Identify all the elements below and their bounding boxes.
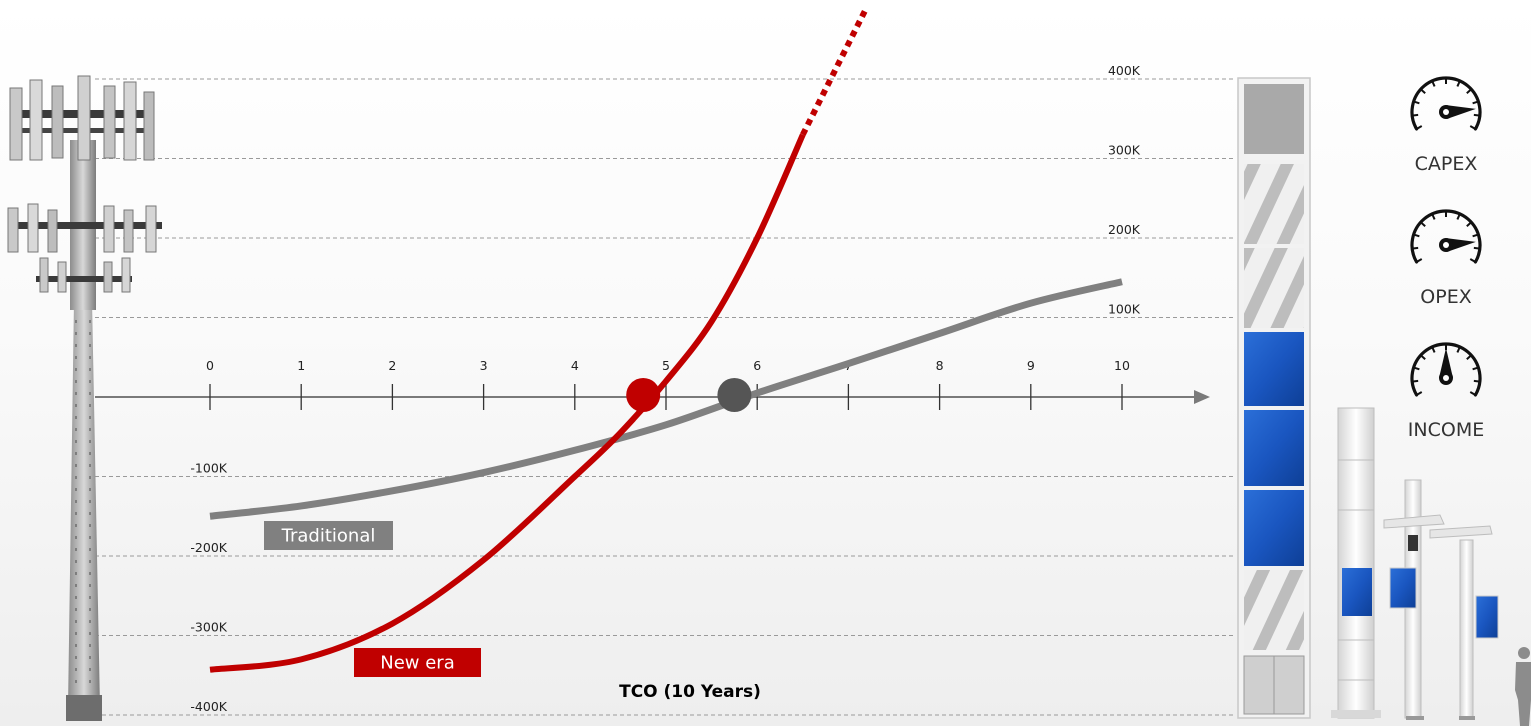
traditional-label-box (264, 521, 393, 550)
gauge-tick (1473, 379, 1479, 383)
gauges: CAPEX OPEX INCOME (1408, 76, 1484, 441)
new-era-line (209, 133, 806, 673)
speedometer-high-icon: OPEX (1410, 209, 1482, 308)
smart-streetlight-icon (1383, 479, 1499, 720)
speedometer-high-icon: CAPEX (1410, 76, 1482, 175)
gauge-tick (1466, 222, 1472, 228)
gauge-arc (1410, 342, 1482, 397)
traditional-line (209, 278, 1123, 520)
gauge-tick (1469, 391, 1476, 396)
gauge-tick (1469, 258, 1476, 263)
x-tick-label: 4 (571, 358, 579, 373)
gauge-tick (1473, 113, 1479, 117)
x-tick-label: 10 (1114, 358, 1130, 373)
new-era-label-box (354, 648, 481, 677)
y-tick-label: -300K (190, 620, 227, 635)
gauge-tick (1472, 366, 1478, 371)
gauge-tick (1431, 81, 1436, 87)
gauge-tick (1456, 347, 1461, 353)
cell-tower-icon (7, 75, 162, 721)
x-tick-label: 8 (936, 358, 944, 373)
gauge-tick (1414, 233, 1420, 238)
gauge-needle (1445, 238, 1476, 252)
x-axis-arrow (1194, 390, 1210, 404)
person-silhouette-icon (1515, 647, 1531, 726)
gauge-tick (1472, 100, 1478, 105)
series-labels: Traditional New era (264, 521, 481, 677)
gauge-tick (1420, 89, 1426, 95)
y-tick-label: -400K (190, 699, 227, 714)
gauge-tick (1414, 366, 1420, 371)
gauge-arc (1410, 76, 1482, 131)
gauge-tick (1416, 258, 1423, 263)
gauge-label: CAPEX (1415, 153, 1478, 175)
y-tick-label: 100K (1108, 302, 1141, 317)
new-era-projection (800, 6, 870, 136)
gauge-tick (1469, 125, 1476, 130)
gauge-tick (1414, 100, 1420, 105)
grid-lines (95, 78, 1235, 716)
chart-title: TCO (10 Years) (619, 682, 761, 702)
gauge-hub-center (1443, 375, 1449, 381)
gauge-hub-center (1443, 109, 1449, 115)
x-tick-label: 6 (753, 358, 761, 373)
gauge-tick (1456, 81, 1461, 87)
gauge-arc (1410, 209, 1482, 264)
traditional-break-even-marker (717, 378, 752, 412)
speedometer-medium-icon: INCOME (1408, 342, 1484, 441)
break-even-markers (626, 378, 752, 412)
series-lines (209, 6, 1123, 673)
new-era-label: New era (380, 653, 455, 674)
gauge-tick (1413, 379, 1419, 383)
y-axis-labels: 400K 300K 200K 100K -100K -200K -300K -400K (190, 63, 1140, 714)
gauge-label: OPEX (1420, 286, 1471, 308)
y-tick-label: 200K (1108, 222, 1141, 237)
gauge-tick (1413, 246, 1419, 250)
smart-pole-tall-icon (1237, 77, 1311, 719)
gauge-needle (1445, 105, 1476, 119)
gauge-needle (1439, 348, 1453, 378)
gauge-tick (1431, 347, 1436, 353)
gauge-tick (1416, 125, 1423, 130)
gauge-tick (1413, 113, 1419, 117)
gauge-tick (1456, 214, 1461, 220)
x-tick-label: 3 (480, 358, 488, 373)
gauge-tick (1473, 246, 1479, 250)
y-tick-label: -200K (190, 540, 227, 555)
gauge-tick (1431, 214, 1436, 220)
smart-pole-kiosk-icon (1331, 407, 1381, 719)
traditional-label: Traditional (281, 526, 376, 547)
y-tick-label: 300K (1108, 143, 1141, 158)
x-tick-label: 9 (1027, 358, 1035, 373)
x-tick-label: 0 (206, 358, 214, 373)
gauge-tick (1416, 391, 1423, 396)
gauge-tick (1472, 233, 1478, 238)
gauge-label: INCOME (1408, 419, 1484, 441)
gauge-tick (1420, 355, 1426, 361)
gauge-hub-center (1443, 242, 1449, 248)
x-tick-label: 1 (297, 358, 305, 373)
gauge-tick (1466, 355, 1472, 361)
y-tick-label: -100K (190, 461, 227, 476)
gauge-tick (1420, 222, 1426, 228)
new-era-break-even-marker (626, 378, 661, 412)
x-tick-label: 2 (388, 358, 396, 373)
gauge-tick (1466, 89, 1472, 95)
x-tick-label: 5 (662, 358, 670, 373)
y-tick-label: 400K (1108, 63, 1141, 78)
